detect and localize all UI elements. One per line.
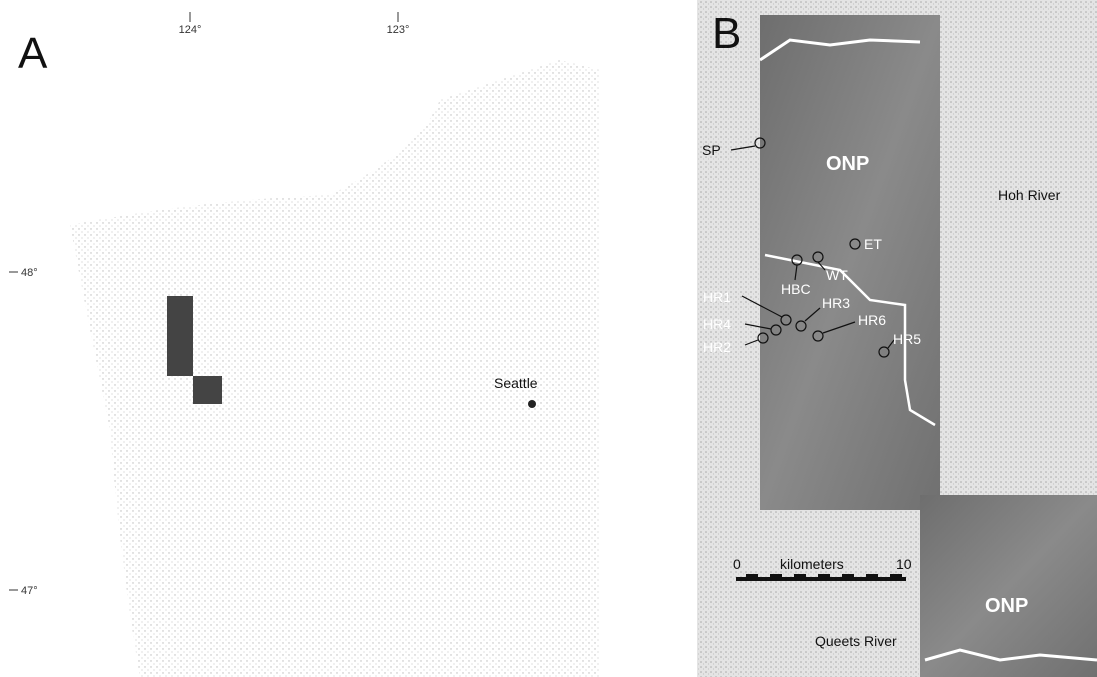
site-label: HBC: [781, 281, 811, 297]
panel-label: B: [712, 9, 741, 58]
site-label: HR3: [822, 295, 850, 311]
panel-a: A 124° 123° 48° 47° Seattle: [9, 12, 600, 677]
site-label: HR6: [858, 312, 886, 328]
region-label: ONP: [985, 595, 1028, 617]
site-label: HR4: [703, 316, 731, 332]
park-area: [920, 495, 1097, 677]
city-label: Seattle: [494, 375, 538, 391]
city-dot: [528, 400, 536, 408]
site-label: ET: [864, 236, 882, 252]
lat-label: 47°: [21, 585, 38, 597]
site-label: HR5: [893, 331, 921, 347]
site-label: SP: [702, 142, 721, 158]
site-label: WT: [826, 267, 848, 283]
scale-end: 10: [896, 556, 912, 572]
region-label: Queets River: [815, 633, 897, 649]
scale-unit: kilometers: [780, 556, 844, 572]
lon-label: 123°: [387, 24, 410, 36]
lat-label: 48°: [21, 267, 38, 279]
panel-label: A: [18, 29, 48, 78]
site-label: HR2: [703, 339, 731, 355]
panel-b: B ONP Hoh River ONP Queets River SP ET H…: [697, 0, 1097, 677]
scale-start: 0: [733, 556, 741, 572]
lon-label: 124°: [179, 24, 202, 36]
study-area: [193, 376, 222, 404]
land: [70, 60, 600, 677]
park-area: [760, 15, 940, 510]
figure: A 124° 123° 48° 47° Seattle B ONP Hoh Ri…: [0, 0, 1097, 677]
region-label: Hoh River: [998, 187, 1061, 203]
region-label: ONP: [826, 153, 869, 175]
site-label: HR1: [703, 289, 731, 305]
